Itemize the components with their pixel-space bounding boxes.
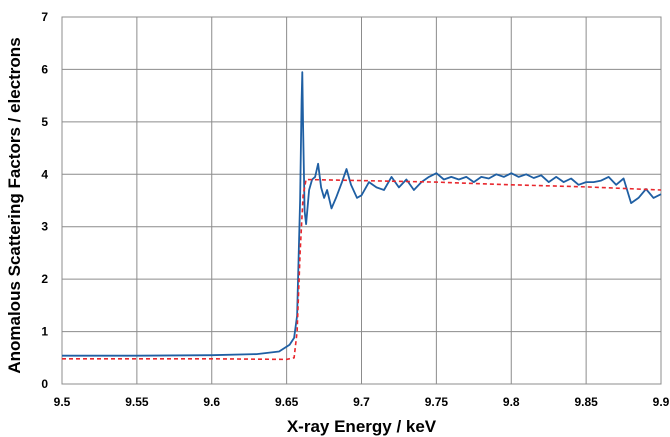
- series-line-solid: [62, 71, 662, 357]
- x-tick-label: 9.65: [275, 395, 299, 409]
- x-tick-label: 9.75: [425, 395, 449, 409]
- x-axis-title: X-ray Energy / keV: [287, 417, 437, 436]
- y-tick-label: 1: [41, 325, 48, 339]
- x-tick-label: 9.6: [203, 395, 220, 409]
- x-tick-label: 9.55: [125, 395, 149, 409]
- x-tick-label: 9.5: [54, 395, 71, 409]
- y-tick-label: 6: [41, 62, 48, 76]
- x-tick-labels: 9.5 9.55 9.6 9.65 9.7 9.75 9.8 9.85 9.9: [54, 395, 670, 409]
- y-tick-label: 3: [41, 220, 48, 234]
- y-tick-labels: 0 1 2 3 4 5 6 7: [41, 10, 48, 391]
- y-tick-label: 0: [41, 377, 48, 391]
- plot-area-frame: [61, 16, 662, 385]
- gridlines: [61, 16, 662, 385]
- y-tick-label: 2: [41, 272, 48, 286]
- series-line-dashed: [62, 178, 662, 361]
- x-tick-label: 9.7: [353, 395, 370, 409]
- series-group: [62, 71, 662, 361]
- y-tick-label: 5: [41, 115, 48, 129]
- y-axis-title: Anomalous Scattering Factors / electrons: [5, 37, 24, 373]
- y-tick-label: 4: [41, 167, 48, 181]
- x-tick-label: 9.8: [503, 395, 520, 409]
- y-tick-label: 7: [41, 10, 48, 24]
- x-tick-label: 9.85: [574, 395, 598, 409]
- x-tick-label: 9.9: [653, 395, 670, 409]
